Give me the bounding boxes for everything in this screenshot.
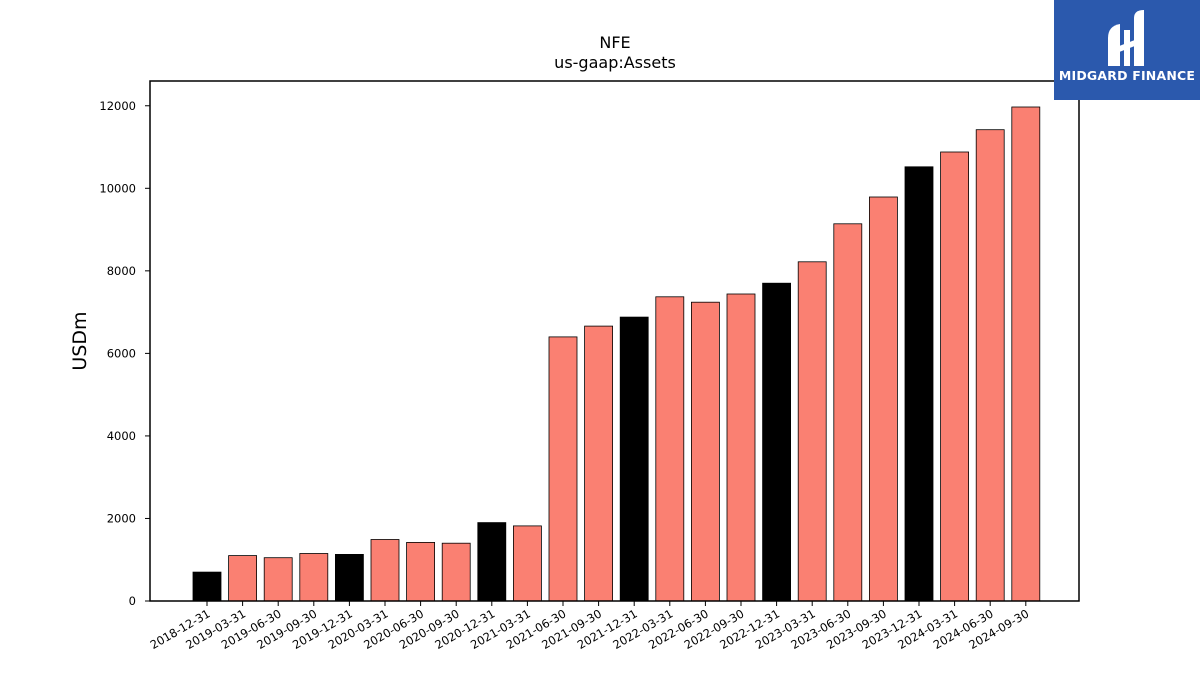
midgard-logo-icon [1108,10,1144,66]
bar-2020-09-30 [441,542,471,602]
plot-area-frame [149,80,1080,602]
bar-2022-12-31 [762,282,791,602]
y-tick-label: 0 [129,594,136,608]
bar-2023-03-31 [797,261,827,602]
bar-2021-03-31 [513,525,542,602]
chart-subtitle: us-gaap:Assets [554,53,676,72]
bar-2019-12-31 [334,554,364,602]
bar-2024-03-31 [940,151,969,602]
y-axis-ticks: 0 2000 4000 6000 8000 10000 12000 [99,99,150,608]
bar-2023-09-30 [869,196,898,602]
bar-2022-06-30 [691,301,720,602]
bar-2020-12-31 [477,522,507,602]
y-tick-label: 6000 [107,346,136,360]
y-tick-label: 12000 [99,99,136,113]
logo-text: MIDGARD FINANCE [1058,68,1196,83]
bar-2024-09-30 [1011,106,1041,602]
midgard-finance-logo: MIDGARD FINANCE [1054,0,1200,100]
bars-group [192,106,1041,602]
bar-2022-09-30 [726,293,756,602]
bar-2020-06-30 [406,542,436,602]
bar-2019-06-30 [263,557,293,602]
bar-2022-03-31 [655,296,685,602]
bar-2023-06-30 [833,223,863,602]
chart-title: NFE [599,33,630,52]
bar-2018-12-31 [192,571,222,602]
bar-2019-09-30 [299,553,329,602]
y-tick-label: 2000 [107,511,136,525]
bar-2020-03-31 [370,539,400,602]
x-axis-ticks: 2018-12-312019-03-312019-06-302019-09-30… [148,601,1031,652]
bar-2023-12-31 [904,166,934,602]
bar-2021-12-31 [619,316,649,602]
bar-2021-09-30 [584,325,613,602]
bar-2021-06-30 [548,336,578,602]
y-axis-label: USDm [69,311,91,370]
y-tick-label: 8000 [107,264,136,278]
bar-2024-06-30 [975,129,1005,602]
bar-2019-03-31 [228,555,258,602]
y-tick-label: 10000 [99,181,136,195]
y-tick-label: 4000 [107,429,136,443]
